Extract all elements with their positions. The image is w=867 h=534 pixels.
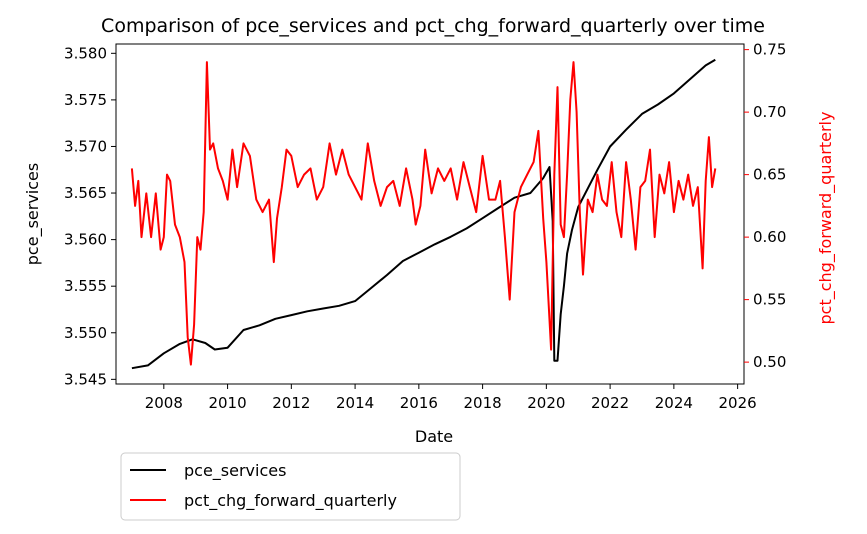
right-y-axis: 0.50 0.55 0.60 0.65 0.70 0.75	[744, 41, 786, 371]
right-y-tick-label: 0.60	[753, 228, 786, 246]
x-tick-label: 2014	[336, 394, 374, 412]
right-y-tick-label: 0.55	[753, 291, 786, 309]
left-y-tick-label: 3.565	[64, 184, 107, 202]
right-y-tick-label: 0.65	[753, 166, 786, 184]
right-y-tick-label: 0.70	[753, 103, 786, 121]
plot-frame	[115, 43, 745, 385]
x-tick-label: 2020	[527, 394, 565, 412]
left-y-tick-label: 3.550	[64, 324, 107, 342]
right-y-tick-label: 0.50	[753, 353, 786, 371]
left-y-tick-label: 3.560	[64, 231, 107, 249]
x-axis: 2008 2010 2012 2014 2016 2018 2020 2022 2024 2026	[145, 384, 757, 412]
left-y-tick-label: 3.575	[64, 91, 107, 109]
x-tick-label: 2010	[208, 394, 246, 412]
x-tick-label: 2024	[655, 394, 693, 412]
x-tick-label: 2026	[719, 394, 757, 412]
x-tick-label: 2022	[591, 394, 629, 412]
x-tick-label: 2012	[272, 394, 310, 412]
x-tick-label: 2018	[464, 394, 502, 412]
right-y-axis-label: pct_chg_forward_quarterly	[816, 112, 836, 325]
right-y-tick-label: 0.75	[753, 41, 786, 59]
left-y-tick-label: 3.580	[64, 44, 107, 62]
left-y-tick-label: 3.555	[64, 277, 107, 295]
chart-title: Comparison of pce_services and pct_chg_f…	[101, 15, 765, 37]
legend-label-pce-services: pce_services	[184, 461, 286, 481]
series-line-pct-chg-forward-quarterly	[130, 61, 717, 366]
x-tick-label: 2016	[400, 394, 438, 412]
legend-box	[120, 452, 461, 521]
left-y-axis-label: pce_services	[23, 163, 43, 265]
left-y-tick-label: 3.570	[64, 137, 107, 155]
legend: pce_services pct_chg_forward_quarterly	[120, 452, 461, 521]
x-tick-label: 2008	[145, 394, 183, 412]
left-y-tick-label: 3.545	[64, 370, 107, 388]
legend-label-pct-chg-forward-quarterly: pct_chg_forward_quarterly	[184, 491, 397, 511]
left-y-axis: 3.545 3.550 3.555 3.560 3.565 3.570 3.575 3.580	[64, 44, 116, 388]
plot-lines	[130, 58, 717, 370]
x-axis-label: Date	[415, 427, 453, 446]
series-line-pce-services	[131, 58, 716, 370]
